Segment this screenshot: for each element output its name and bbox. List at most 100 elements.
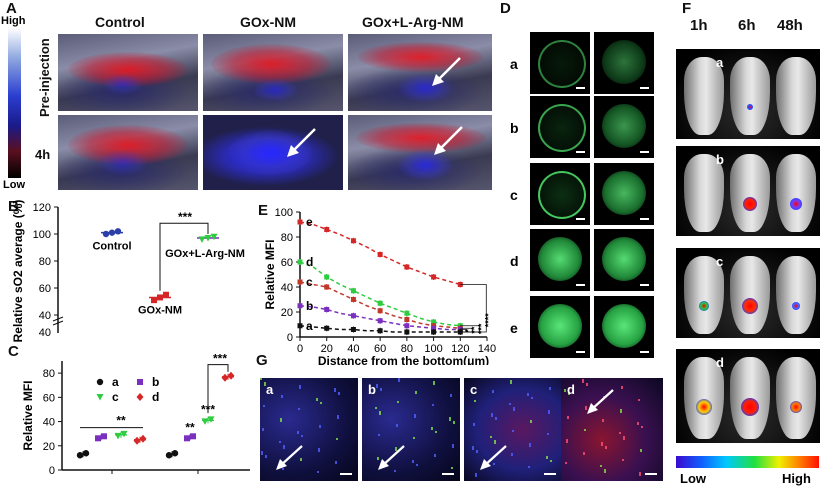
e-xtick-label-1: 20 bbox=[321, 343, 333, 355]
e-series-label-c: c bbox=[306, 275, 313, 289]
panel-g-image-d: d bbox=[561, 378, 663, 481]
pa-image-goxnm-pre bbox=[203, 34, 343, 111]
panel-g-label-a: a bbox=[266, 382, 274, 397]
scale-bar bbox=[640, 351, 649, 353]
panel-d-image-e-edge bbox=[530, 296, 590, 358]
arrow-icon bbox=[432, 57, 461, 86]
b-axis-break-2 bbox=[52, 320, 64, 326]
c-sig-label-2: ** bbox=[185, 420, 195, 434]
scale-bar bbox=[640, 284, 649, 286]
c-sig-label-4: *** bbox=[213, 352, 227, 366]
panel-d-row-label-d: d bbox=[510, 253, 519, 269]
pa-image-goxlarg-4h bbox=[348, 115, 492, 190]
c-g1-point-d-1 bbox=[133, 436, 141, 445]
c-legend-marker-c bbox=[96, 394, 104, 401]
pa-image-goxlarg-pre bbox=[348, 34, 492, 111]
b-label-goxnm: GOx-NM bbox=[138, 304, 182, 316]
e-sig-label-3: * bbox=[463, 329, 473, 333]
panel-a-col-gox-nm: GOx-NM bbox=[240, 14, 296, 30]
c-ylabel: Relative MFI bbox=[21, 380, 35, 450]
e-xtick-label-6: 120 bbox=[451, 343, 469, 355]
panel-f-image-c: c bbox=[676, 248, 820, 338]
e-xtick-label-0: 0 bbox=[297, 343, 303, 355]
c-g2-point-c-1 bbox=[201, 418, 209, 425]
panel-d-row-label-a: a bbox=[510, 56, 518, 72]
c-sig-bracket bbox=[207, 364, 229, 414]
e-point-e-0 bbox=[297, 219, 303, 225]
luminescence-c-2 bbox=[792, 302, 800, 310]
mouse-c-0 bbox=[684, 256, 724, 334]
panel-label-a: A bbox=[6, 0, 17, 17]
c-legend-label-c: c bbox=[112, 390, 119, 404]
panel-f-row-label-b: b bbox=[716, 152, 724, 167]
panel-f-time-48h: 48h bbox=[777, 17, 803, 34]
e-line-d bbox=[299, 261, 461, 327]
panel-g-image-c: c bbox=[464, 378, 562, 481]
e-ytick-label-5: 100 bbox=[275, 207, 293, 219]
panel-g-label-c: c bbox=[470, 382, 478, 397]
luminescence-b-1 bbox=[743, 197, 757, 211]
b-ytick-label-1: 60 bbox=[39, 283, 51, 295]
panel-d-image-a-edge bbox=[530, 32, 590, 94]
b-point-0-2 bbox=[114, 228, 122, 235]
panel-label-d: D bbox=[500, 0, 511, 17]
scale-bar bbox=[576, 218, 585, 220]
e-point-d-10 bbox=[431, 319, 437, 325]
panel-d-image-e-center bbox=[594, 296, 654, 358]
e-sig-bracket-3 bbox=[460, 329, 467, 333]
panel-label-c: C bbox=[8, 343, 19, 360]
luminescence-d-1 bbox=[741, 398, 759, 416]
e-point-c-0 bbox=[297, 279, 303, 285]
e-point-b-2 bbox=[324, 307, 330, 312]
c-g2-point-d-2 bbox=[227, 371, 235, 380]
e-ytick-label-2: 40 bbox=[281, 282, 293, 294]
c-g1-point-c-2 bbox=[120, 430, 128, 438]
c-g1-point-b-1 bbox=[95, 435, 101, 442]
e-point-b-6 bbox=[377, 318, 383, 324]
c-legend-label-a: a bbox=[112, 375, 119, 389]
e-point-e-10 bbox=[431, 274, 437, 280]
e-xtick-label-2: 40 bbox=[347, 343, 359, 355]
e-point-e-4 bbox=[350, 238, 356, 244]
c-g1-point-c-1 bbox=[114, 432, 122, 440]
e-point-e-2 bbox=[324, 227, 330, 232]
scale-bar bbox=[340, 473, 352, 475]
e-point-d-4 bbox=[350, 288, 356, 294]
e-ytick-label-4: 80 bbox=[281, 232, 293, 244]
c-g1-point-a-2 bbox=[82, 450, 90, 457]
mouse-b-1 bbox=[730, 154, 770, 232]
e-point-b-10 bbox=[431, 325, 437, 331]
c-legend-label-d: d bbox=[152, 390, 159, 404]
arrow-icon bbox=[434, 126, 463, 155]
scale-bar bbox=[576, 284, 585, 286]
panel-d-image-b-edge bbox=[530, 96, 590, 158]
c-g1-point-b-2 bbox=[101, 433, 107, 440]
panel-d-row-label-e: e bbox=[510, 320, 518, 336]
panel-g-image-a: a bbox=[260, 378, 358, 481]
scale-bar bbox=[640, 218, 649, 220]
e-point-a-2 bbox=[324, 325, 330, 331]
b-ytick-label-2: 80 bbox=[39, 256, 51, 268]
panel-f-colorbar bbox=[676, 456, 819, 468]
pa-image-control-4h bbox=[58, 115, 198, 190]
luminescence-c-1 bbox=[742, 298, 758, 314]
luminescence-d-0 bbox=[696, 399, 712, 415]
e-xtick-label-5: 100 bbox=[424, 343, 442, 355]
c-g2-point-b-2 bbox=[190, 433, 196, 440]
panel-f-row-label-c: c bbox=[716, 254, 724, 269]
panel-a-row-4h: 4h bbox=[35, 147, 51, 162]
panel-d-row-label-c: c bbox=[510, 187, 518, 203]
c-ytick-label-4: 80 bbox=[43, 368, 55, 380]
mouse-b-2 bbox=[776, 154, 816, 232]
b-sig-label: *** bbox=[178, 210, 192, 224]
e-ytick-label-1: 20 bbox=[281, 307, 293, 319]
e-point-e-6 bbox=[377, 252, 383, 257]
panel-d-image-c-edge bbox=[530, 163, 590, 225]
panel-a-col-control: Control bbox=[95, 14, 145, 30]
e-sig-label-2: ** bbox=[469, 326, 479, 334]
panel-f-time-6h: 6h bbox=[738, 17, 756, 34]
scale-bar bbox=[640, 87, 649, 89]
c-g2-point-d-1 bbox=[221, 373, 229, 382]
c-ytick-label-3: 60 bbox=[43, 392, 55, 404]
